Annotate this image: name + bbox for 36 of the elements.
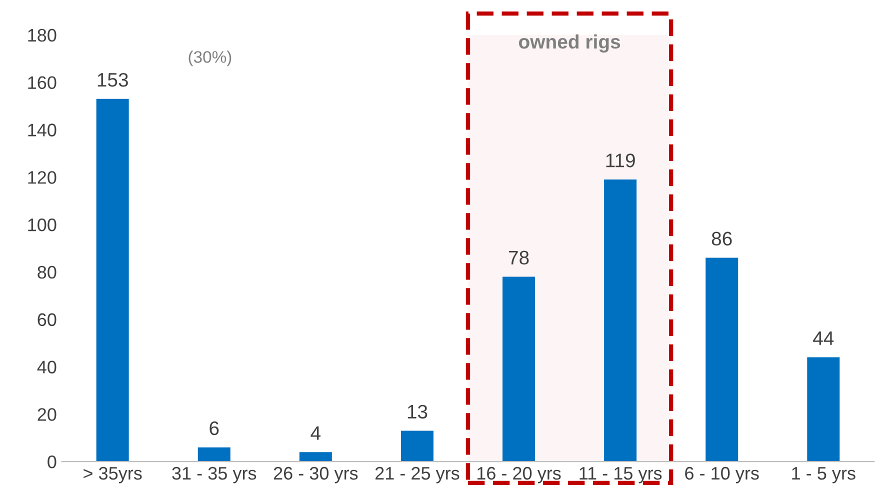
y-tick-label: 40 (37, 360, 56, 374)
bar (400, 430, 434, 462)
data-label: 119 (606, 154, 635, 168)
y-tick-label: 60 (38, 313, 56, 326)
y-tick-label: 100 (28, 218, 56, 232)
bar (502, 276, 536, 462)
y-tick-label: 160 (28, 76, 56, 90)
data-label: 86 (712, 232, 732, 246)
annotation: (30%) (188, 50, 232, 66)
data-label: 6 (210, 421, 219, 436)
x-tick-label: 11 - 15 yrs (580, 467, 662, 484)
bar (96, 98, 129, 462)
y-tick-label: 180 (28, 28, 56, 42)
data-label: 4 (310, 426, 321, 440)
y-tick-label: 140 (28, 124, 56, 136)
x-tick-label: 6 - 10 yrs (685, 466, 759, 484)
x-tick-label: 1 - 5 yrs (792, 467, 856, 484)
data-label: 78 (508, 250, 529, 265)
data-label: 13 (408, 404, 428, 419)
bar (706, 258, 738, 462)
bar (198, 447, 230, 462)
x-tick-label: 16 - 20 yrs (477, 466, 561, 484)
band-label: owned rigs (518, 34, 620, 53)
data-label: 44 (813, 332, 834, 345)
y-tick-label: 0 (48, 456, 56, 468)
y-tick-label: 120 (28, 171, 56, 184)
bar (299, 452, 332, 462)
y-tick-label: 80 (38, 266, 56, 279)
y-tick-label: 20 (38, 408, 56, 421)
data-label: 153 (98, 72, 128, 87)
x-tick-label: > 35yrs (84, 466, 142, 484)
x-tick-label: 26 - 30 yrs (274, 466, 358, 484)
bar (807, 357, 840, 462)
x-tick-label: 21 - 25 yrs (375, 466, 460, 484)
x-tick-label: 31 - 35 yrs (172, 466, 256, 484)
bar (604, 180, 637, 462)
